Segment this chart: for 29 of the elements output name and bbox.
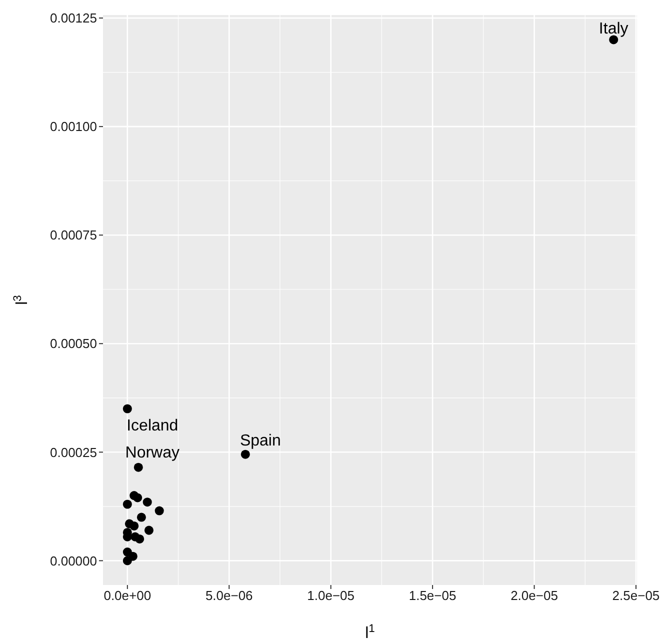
x-tick-label: 5.0e−06 [205,588,253,604]
point [142,498,152,507]
point [135,534,144,544]
y-tick-label: 0.00000 [50,553,97,568]
point [240,450,250,459]
y-tick-label: 0.00025 [50,444,97,460]
point [130,521,139,530]
annotation: Italy [598,20,628,38]
point [122,500,132,509]
point [122,404,132,414]
annotation: Norway [125,444,180,462]
annotation: Spain [240,432,281,450]
x-tick-label: 1.5e−05 [408,588,456,604]
y-tick-label: 0.00075 [50,228,97,243]
x-tick-label: 2.5e−05 [612,588,660,604]
point [144,526,154,535]
point [134,462,143,472]
x-tick-label: 2.0e−05 [510,588,558,604]
y-tick-label: 0.00100 [50,119,97,134]
point [154,506,164,516]
point [122,556,132,566]
x-axis-title: l$^{1}$ [365,623,375,642]
y-tick-label: 0.00125 [50,10,97,26]
y-tick-label: 0.00050 [50,336,97,352]
x-tick-label: 0.0e+00 [104,588,152,604]
point [133,493,142,502]
point [136,512,146,522]
x-tick-label: 1.0e−05 [307,588,355,604]
annotation: Iceland [126,418,178,435]
